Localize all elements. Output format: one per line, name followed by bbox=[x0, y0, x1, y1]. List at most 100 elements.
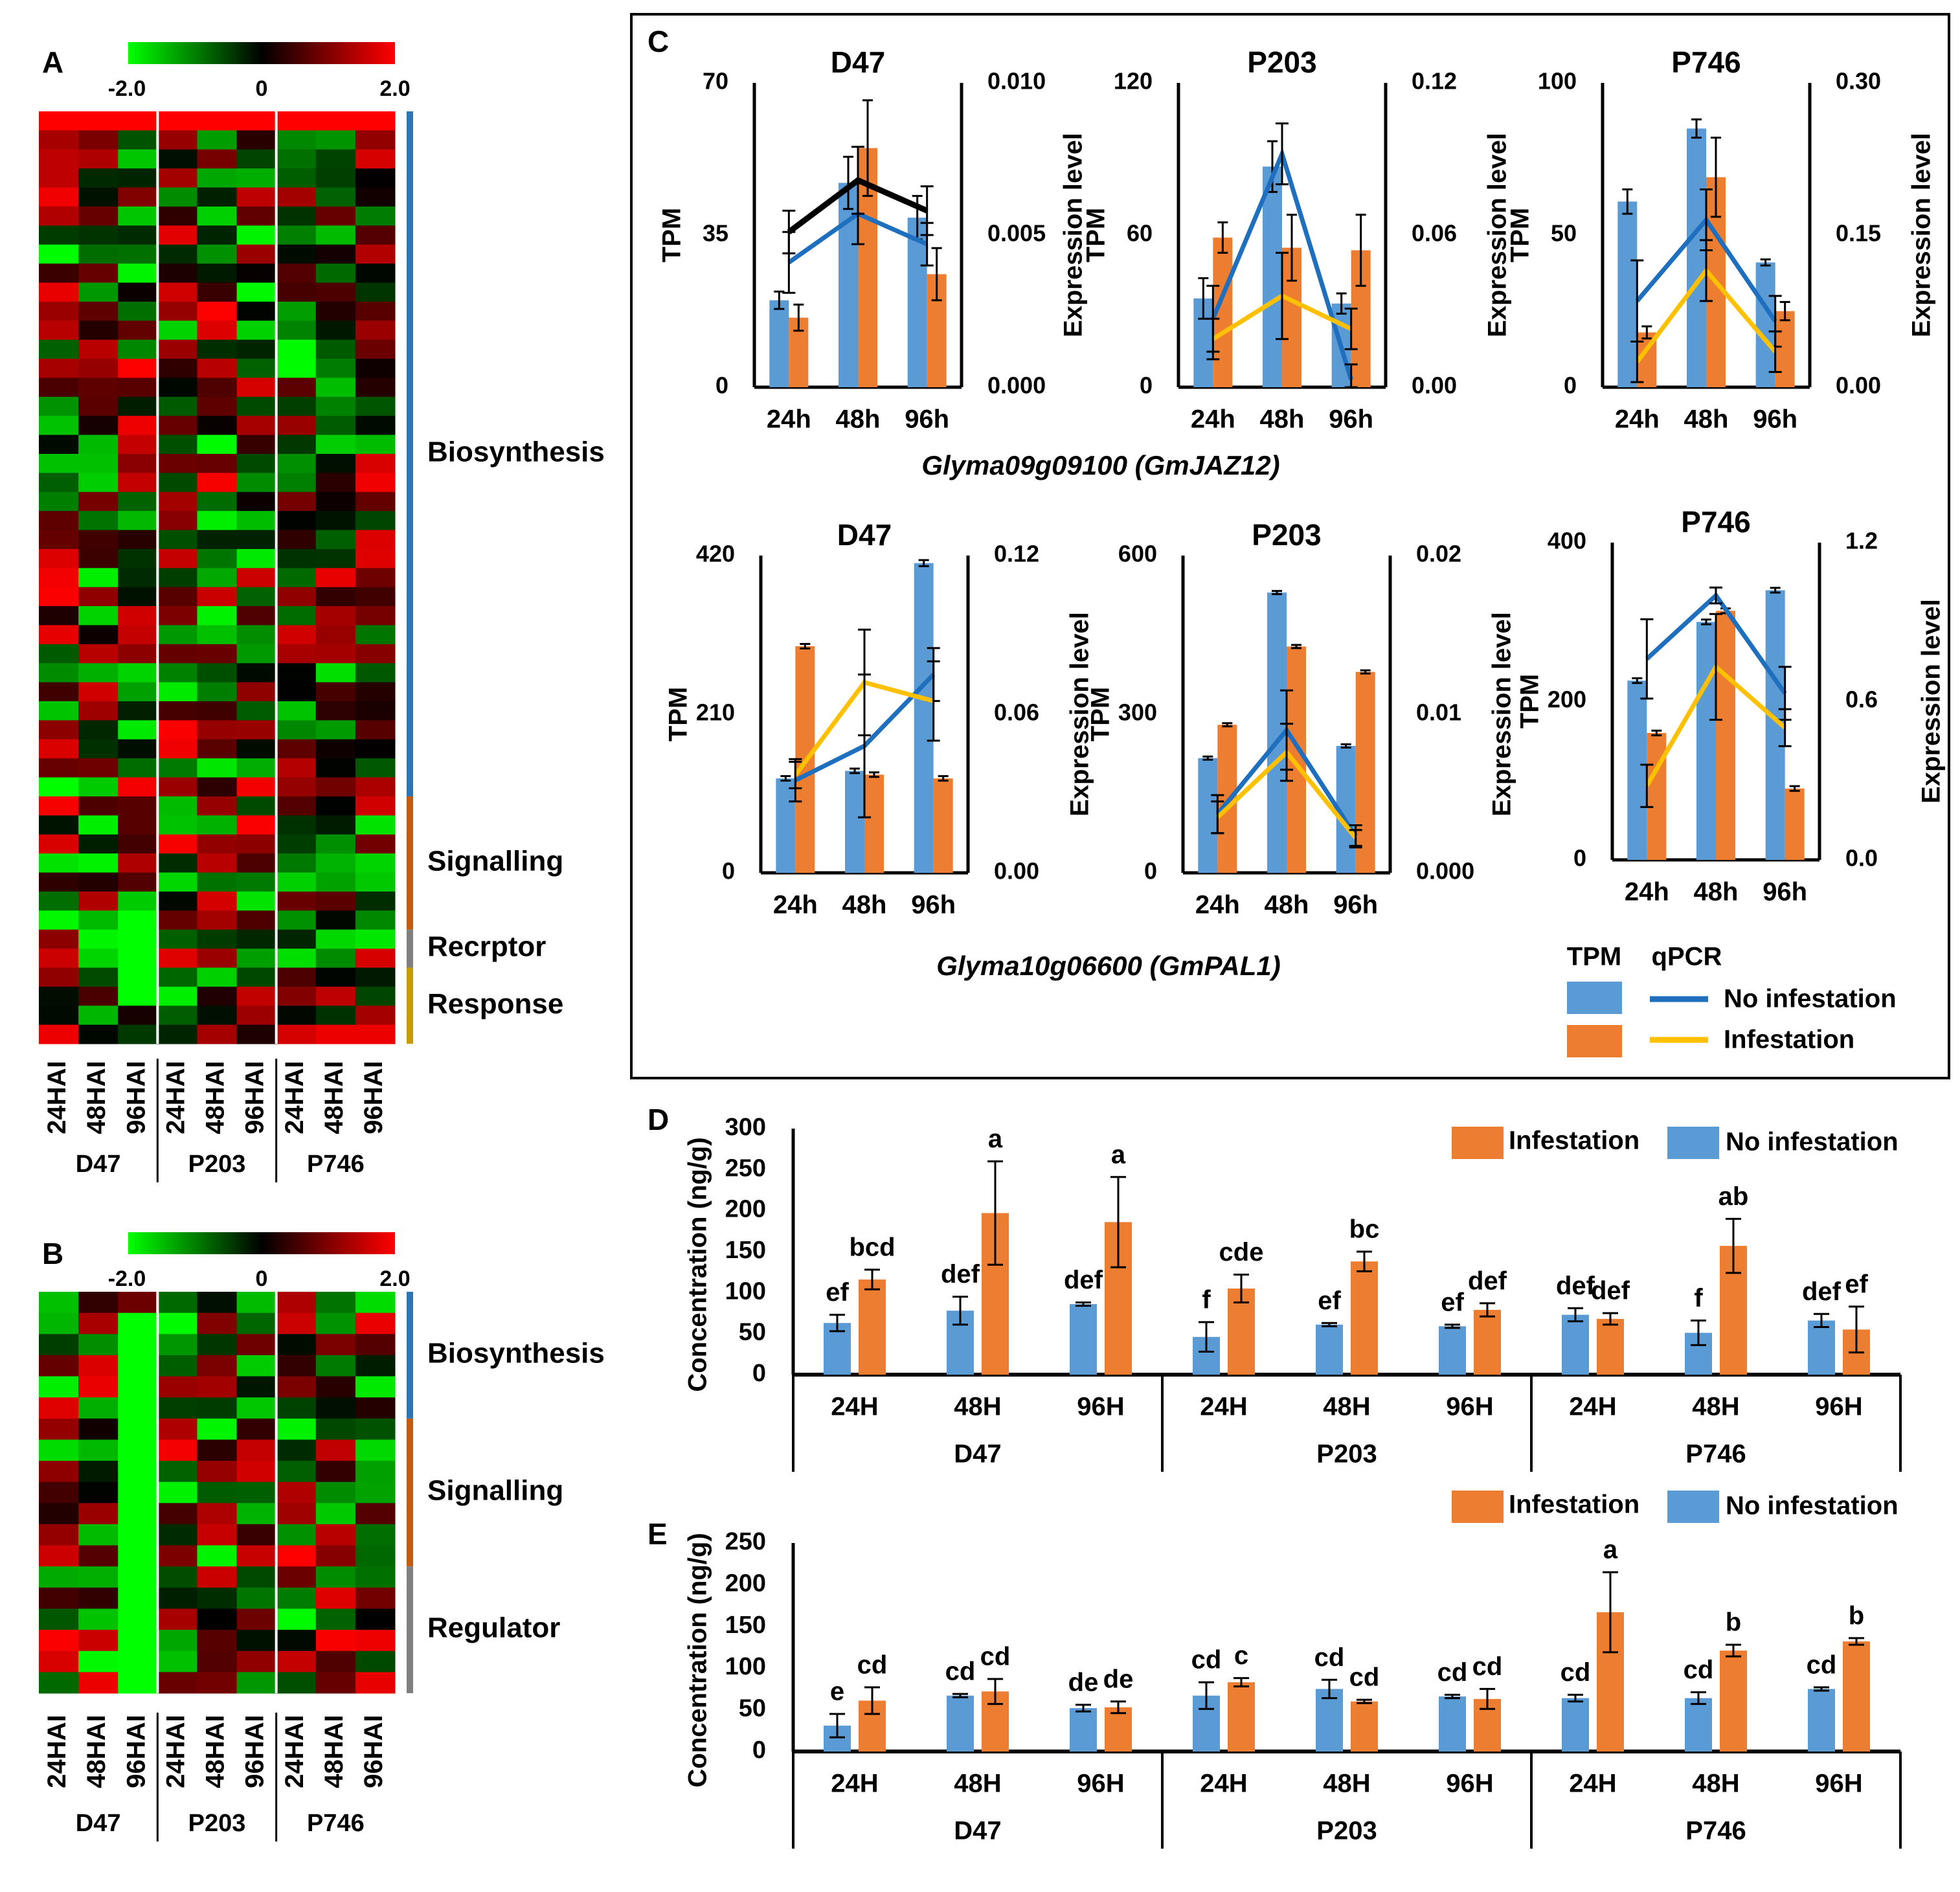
heatmap-cell bbox=[118, 548, 158, 569]
heatmap-cell bbox=[118, 815, 158, 835]
heatmap-cell bbox=[39, 1006, 79, 1026]
heatmap-cell bbox=[315, 453, 356, 473]
y2-axis-label: Expression level bbox=[1059, 133, 1088, 337]
heatmap-cell bbox=[236, 206, 277, 226]
heatmap-cell bbox=[315, 1503, 356, 1525]
heatmap-cell bbox=[78, 910, 118, 930]
heatmap-cell bbox=[276, 416, 317, 436]
bar-no-infestation bbox=[907, 218, 927, 387]
heatmap-cell bbox=[157, 663, 197, 683]
heatmap-cell bbox=[157, 1355, 197, 1377]
heatmap-cell bbox=[157, 530, 197, 550]
heatmap-cell bbox=[197, 910, 238, 930]
heatmap-cell bbox=[276, 815, 317, 835]
heatmap-cell bbox=[197, 682, 238, 702]
heatmap-cell bbox=[78, 739, 118, 759]
bar-no-infestation bbox=[1617, 201, 1638, 387]
heatmap-cell bbox=[118, 1376, 158, 1398]
conc-group-label-d47: D47 bbox=[954, 1817, 1001, 1845]
group-label-d47: D47 bbox=[76, 1810, 121, 1837]
heatmap-cell bbox=[276, 834, 317, 854]
heatmap-cell bbox=[315, 606, 356, 625]
heatmap-cell bbox=[157, 321, 197, 341]
bar-infestation bbox=[1105, 1707, 1132, 1751]
heatmap-cell bbox=[157, 548, 197, 569]
heatmap-cell bbox=[157, 1418, 197, 1440]
heatmap-cell bbox=[236, 1481, 277, 1503]
significance-letter: cd bbox=[1349, 1663, 1380, 1692]
heatmap-cell bbox=[157, 872, 197, 892]
heatmap-cell bbox=[315, 1376, 356, 1398]
sample-label: 48HAI bbox=[201, 1061, 230, 1134]
heatmap-cell bbox=[276, 967, 317, 987]
heatmap-cell bbox=[39, 168, 79, 188]
heatmap-cell bbox=[236, 282, 277, 302]
heatmap-cell bbox=[118, 701, 158, 721]
heatmap-cell bbox=[276, 758, 317, 778]
heatmap-cell bbox=[78, 872, 118, 892]
significance-letter: ef bbox=[1318, 1287, 1341, 1315]
heatmap-cell bbox=[355, 1024, 396, 1044]
heatmap-cell bbox=[118, 282, 158, 302]
heatmap-cell bbox=[236, 359, 277, 378]
heatmap-cell bbox=[355, 1650, 396, 1672]
heatmap-cell bbox=[315, 225, 356, 245]
legend-no-infestation-label: No infestation bbox=[1726, 1128, 1898, 1156]
heatmap-cell bbox=[78, 682, 118, 702]
bar-no-infestation bbox=[1070, 1708, 1097, 1751]
conc-time-label: 96H bbox=[1815, 1770, 1862, 1798]
heatmap-cell bbox=[355, 1566, 396, 1588]
heatmap-cell bbox=[157, 416, 197, 436]
y2-axis-label: Expression level bbox=[1488, 612, 1516, 816]
significance-letter: ef bbox=[1441, 1288, 1464, 1316]
conc-time-label: 48H bbox=[1323, 1770, 1370, 1798]
heatmap-cell bbox=[276, 149, 317, 169]
legend-tpm-header: TPM bbox=[1567, 943, 1621, 971]
heatmap-cell bbox=[197, 663, 238, 683]
x-tick-label: 48h bbox=[1684, 405, 1729, 434]
heatmap-cell bbox=[78, 149, 118, 169]
significance-letter: de bbox=[1068, 1668, 1099, 1696]
heatmap-cell bbox=[355, 1630, 396, 1652]
heatmap-cell bbox=[118, 967, 158, 987]
heatmap-cell bbox=[236, 1418, 277, 1440]
heatmap-cell bbox=[276, 587, 317, 607]
heatmap-cell bbox=[157, 568, 197, 588]
heatmap-cell bbox=[39, 130, 79, 150]
heatmap-cell bbox=[355, 663, 396, 683]
heatmap-cell bbox=[118, 1461, 158, 1483]
group-label-d47: D47 bbox=[76, 1151, 121, 1178]
conc-y-tick: 50 bbox=[739, 1319, 766, 1346]
heatmap-cell bbox=[236, 548, 277, 569]
x-tick-label: 96h bbox=[1329, 405, 1373, 434]
heatmap-cell bbox=[276, 1566, 317, 1588]
heatmap-cell bbox=[78, 301, 118, 321]
heatmap-cell bbox=[157, 1334, 197, 1356]
category-label-recrptor: Recrptor bbox=[427, 931, 546, 963]
heatmap-cell bbox=[78, 796, 118, 816]
y2-tick-label: 0.005 bbox=[987, 220, 1046, 247]
legend-qpcr-header: qPCR bbox=[1652, 943, 1722, 971]
sample-label: 24HAI bbox=[161, 1061, 190, 1134]
heatmap-cell bbox=[157, 264, 197, 283]
heatmap-cell bbox=[276, 434, 317, 455]
heatmap-cell bbox=[315, 206, 356, 226]
heatmap-cell bbox=[157, 682, 197, 702]
heatmap-cell bbox=[78, 720, 118, 740]
heatmap-cell bbox=[355, 111, 396, 131]
conc-y-label: Concentration (ng/g) bbox=[684, 1533, 712, 1787]
heatmap-cell bbox=[197, 720, 238, 740]
heatmap-cell bbox=[276, 606, 317, 625]
bar-infestation bbox=[1647, 733, 1667, 860]
heatmap-cell bbox=[236, 434, 277, 455]
bar-no-infestation bbox=[769, 300, 789, 387]
heatmap-cell bbox=[157, 149, 197, 169]
group-label-p746: P746 bbox=[307, 1810, 365, 1837]
heatmap-cell bbox=[355, 1503, 396, 1525]
heatmap-cell bbox=[78, 606, 118, 625]
x-tick-label: 48h bbox=[1260, 405, 1305, 434]
heatmap-cell bbox=[118, 1418, 158, 1440]
heatmap-cell bbox=[39, 910, 79, 930]
heatmap-cell bbox=[355, 453, 396, 473]
heatmap-cell bbox=[39, 187, 79, 207]
